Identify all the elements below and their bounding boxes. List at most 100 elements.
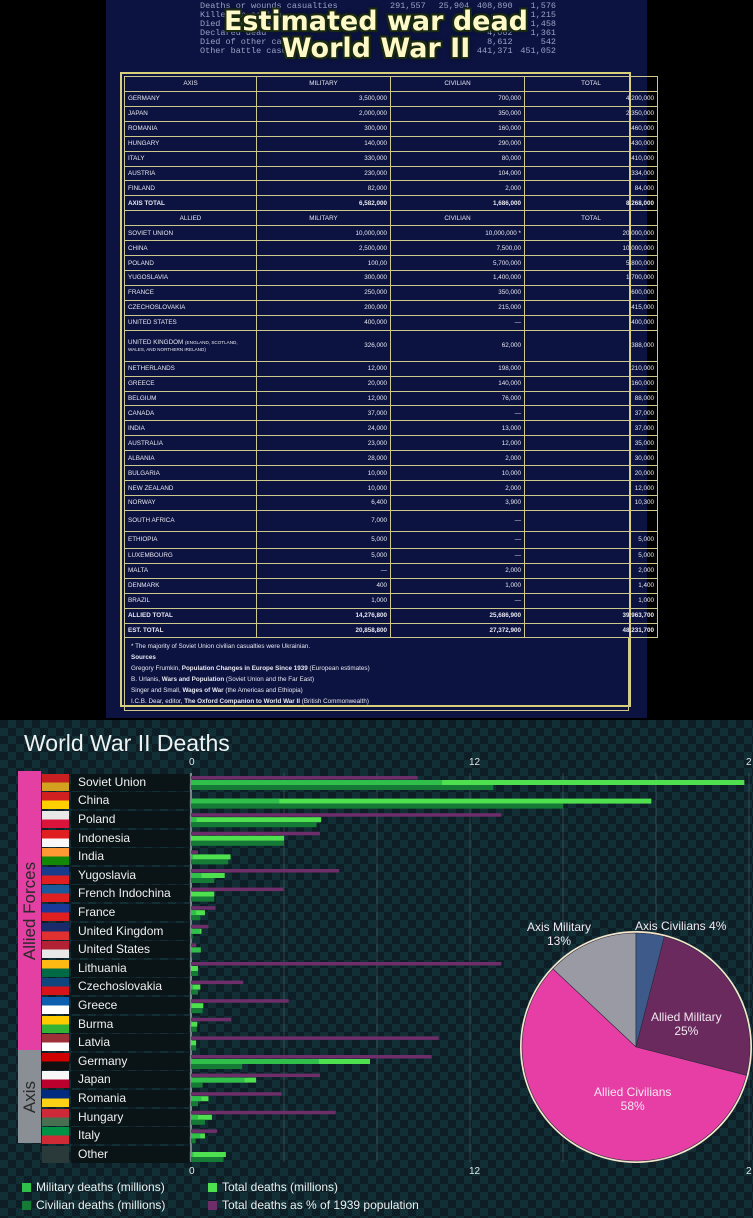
civilian-cell: 62,000 [390,329,525,362]
axis-header-row: AXIS MILITARY CIVILIAN TOTAL [124,76,658,92]
civilian-bar [191,915,201,921]
ledger-value: 408,890 [476,2,513,11]
table-row: NEW ZEALAND 10,000 2,000 12,000 [124,480,658,496]
ledger-value: 291,557 [390,2,426,11]
source-scope: (British Commonwealth) [300,698,369,705]
total-cell: TOTAL [524,76,658,92]
group-label-allied: Allied Forces [18,771,41,1050]
civilian-bar [191,1101,198,1107]
category-label: China [71,792,189,810]
pie-label-allied-civilians-pct: 58% [620,1099,645,1113]
table-row: CZECHOSLOVAKIA 200,000 215,000 415,000 [124,299,658,316]
total-bar [191,835,284,841]
total-cell: 35,000 [524,435,658,452]
percent-bar [191,776,418,780]
category-label: Latvia [71,1034,189,1052]
flag-icon [42,885,69,903]
flag-icon [42,922,69,940]
category-label: Burma [71,1015,189,1033]
total-cell: 20,000 [524,465,658,482]
category-label: Hungary [71,1108,189,1126]
category-label: United States [71,941,189,959]
flag-icon [42,1090,69,1107]
bottom-tick-2: 2 [746,1166,752,1177]
category-label: Japan [71,1071,189,1089]
table-row: UNITED KINGDOM (ENGLAND, SCOTLAND, WALES… [124,329,658,362]
category-label: France [71,904,189,921]
flag-icon [42,1145,69,1163]
total-bar [191,1152,226,1157]
total-cell: 210,000 [524,360,658,377]
percent-bar [191,999,289,1003]
total-bar [191,966,198,971]
military-bar [191,1059,319,1064]
civilian-bar [191,878,215,883]
table-row: JAPAN 2,000,000 350,000 2,350,000 [124,105,658,122]
table-row: GERMANY 3,500,000 700,000 4,200,000 [124,90,658,107]
total-bar [191,1021,198,1027]
total-cell: 415,000 [524,299,658,316]
civilian-bar [191,822,317,828]
table-row: UNITED STATES 400,000—400,000 [124,314,658,331]
ledger-row: Died of wounds 1,458 [196,20,556,29]
percent-bar [191,887,284,892]
total-cell: 37,000 [524,405,658,422]
category-label: India [71,848,189,866]
civilian-bar [191,803,563,809]
flag-icon [42,997,69,1014]
ledger-label: Declared dead [200,29,267,38]
military-cell: 20,000 [256,375,391,392]
military-cell: 28,000 [256,450,391,467]
ledger-row: Other battle casualties 441,371 451,052 [196,47,556,56]
legend-label: Military deaths (millions) [36,1180,165,1194]
flag-icon [42,978,69,996]
pie-label-allied-military-pct: 25% [674,1024,699,1038]
total-bar [191,798,652,804]
percent-bar [191,1110,336,1115]
military-bar [191,1133,201,1139]
table-row: ETHIOPIA 5,000—5,000 [124,530,658,549]
flag-icon [42,848,69,866]
legend-label: Total deaths as % of 1939 population [222,1198,419,1212]
military-bar [191,873,202,878]
country-cell: CZECHOSLOVAKIA [124,299,257,316]
pie-label-allied-civilians-name: Allied Civilians [594,1085,672,1099]
category-label: Poland [71,811,189,828]
civilian-cell: 5,700,000 [390,255,525,271]
civilian-bar [191,1064,243,1069]
flag-icon [42,811,69,828]
percent-bar [191,1129,218,1133]
ledger-label: Killed in action [200,11,282,20]
table-row: HUNGARY 140,000 290,000 430,000 [124,135,658,152]
sources-list: Gregory Frumkin, Population Changes in E… [131,663,622,707]
group-label-axis: Axis [18,1050,41,1143]
legend-swatch [22,1182,31,1192]
civilian-bar [191,1157,224,1162]
total-bar [191,984,201,990]
percent-bar [191,924,209,929]
table-row: SOUTH AFRICA 7,000— [124,509,658,532]
percent-bar [191,906,216,910]
pie-label-allied-military-name: Allied Military [651,1010,722,1024]
ledger-value: 1,576 [530,2,556,11]
legend-item: Military deaths (millions) [22,1180,165,1194]
legend-label: Total deaths (millions) [222,1180,339,1194]
country-cell: BULGARIA [124,465,257,482]
legend-item: Total deaths as % of 1939 population [208,1198,419,1212]
military-cell: 10,000 [256,480,391,496]
pie-label-axis-civilians: Axis Civilians 4% [635,919,726,933]
source-scope: (European estimates) [307,665,370,672]
source-scope: (the Americas and Ethiopia) [223,687,303,694]
pie-label-axis-military-name: Axis Military [527,920,592,934]
military-bar [191,947,201,953]
pie-label-axis-military-pct: 13% [546,934,572,948]
civilian-bar [191,1045,197,1051]
military-cell: 2,000,000 [256,105,391,122]
total-bar [191,1040,197,1046]
chart-title: World War II Deaths [24,730,230,756]
total-cell: 12,000 [524,480,658,496]
military-bar [191,817,197,823]
military-cell: 12,000 [256,390,391,407]
total-bar [191,854,231,860]
total-cell: 4,200,000 [524,90,658,107]
